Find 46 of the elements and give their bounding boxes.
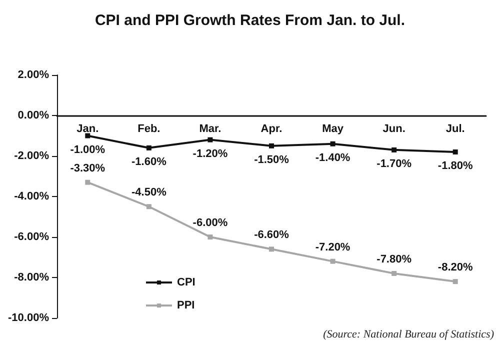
data-label: -1.00% <box>70 144 106 156</box>
data-label: -1.20% <box>192 148 228 160</box>
y-tick-label: -8.00% <box>14 272 50 284</box>
data-label: -8.20% <box>438 262 473 274</box>
point <box>208 137 213 142</box>
y-tick-label: 0.00% <box>18 110 50 122</box>
point <box>269 143 274 148</box>
point <box>85 180 90 185</box>
data-label: -3.30% <box>70 162 106 174</box>
point <box>330 141 336 146</box>
y-tick-label: -2.00% <box>14 150 50 162</box>
point <box>392 147 397 152</box>
x-tick-label: Mar. <box>199 123 222 135</box>
point <box>208 234 213 240</box>
data-label: -7.80% <box>376 253 412 266</box>
data-label: -1.40% <box>315 152 350 164</box>
point <box>146 204 152 210</box>
x-tick-label: Jul. <box>446 123 465 135</box>
point <box>269 246 274 252</box>
y-tick-label: -10.00% <box>8 312 50 324</box>
data-label: -1.80% <box>438 160 473 172</box>
x-tick-label: Apr. <box>260 123 282 135</box>
y-tick-label: -6.00% <box>14 231 50 243</box>
text: (Source: National Bureau of Statistics) <box>323 328 494 340</box>
data-label: -6.60% <box>254 229 290 242</box>
point <box>452 149 458 154</box>
data-label: -4.50% <box>132 186 167 199</box>
chart-title: CPI and PPI Growth Rates From Jan. to Jul. <box>94 12 406 29</box>
y-tick-label: 2.00% <box>18 69 50 81</box>
legend-label: PPI <box>177 300 195 312</box>
x-tick-label: Jan. <box>76 123 99 135</box>
point <box>146 145 152 150</box>
data-label: -7.20% <box>315 241 350 254</box>
data-label: -6.00% <box>192 217 228 229</box>
x-tick-label: May <box>322 123 344 135</box>
legend-label: CPI <box>177 276 196 288</box>
data-label: -1.70% <box>376 158 412 170</box>
point <box>392 270 397 276</box>
data-label: -1.60% <box>132 156 167 168</box>
point <box>330 258 336 264</box>
data-label: -1.50% <box>254 154 290 166</box>
point <box>452 279 458 284</box>
point <box>85 133 90 138</box>
x-tick-label: Feb. <box>138 123 160 135</box>
y-tick-label: -4.00% <box>14 190 50 202</box>
x-tick-label: Jun. <box>382 123 406 135</box>
